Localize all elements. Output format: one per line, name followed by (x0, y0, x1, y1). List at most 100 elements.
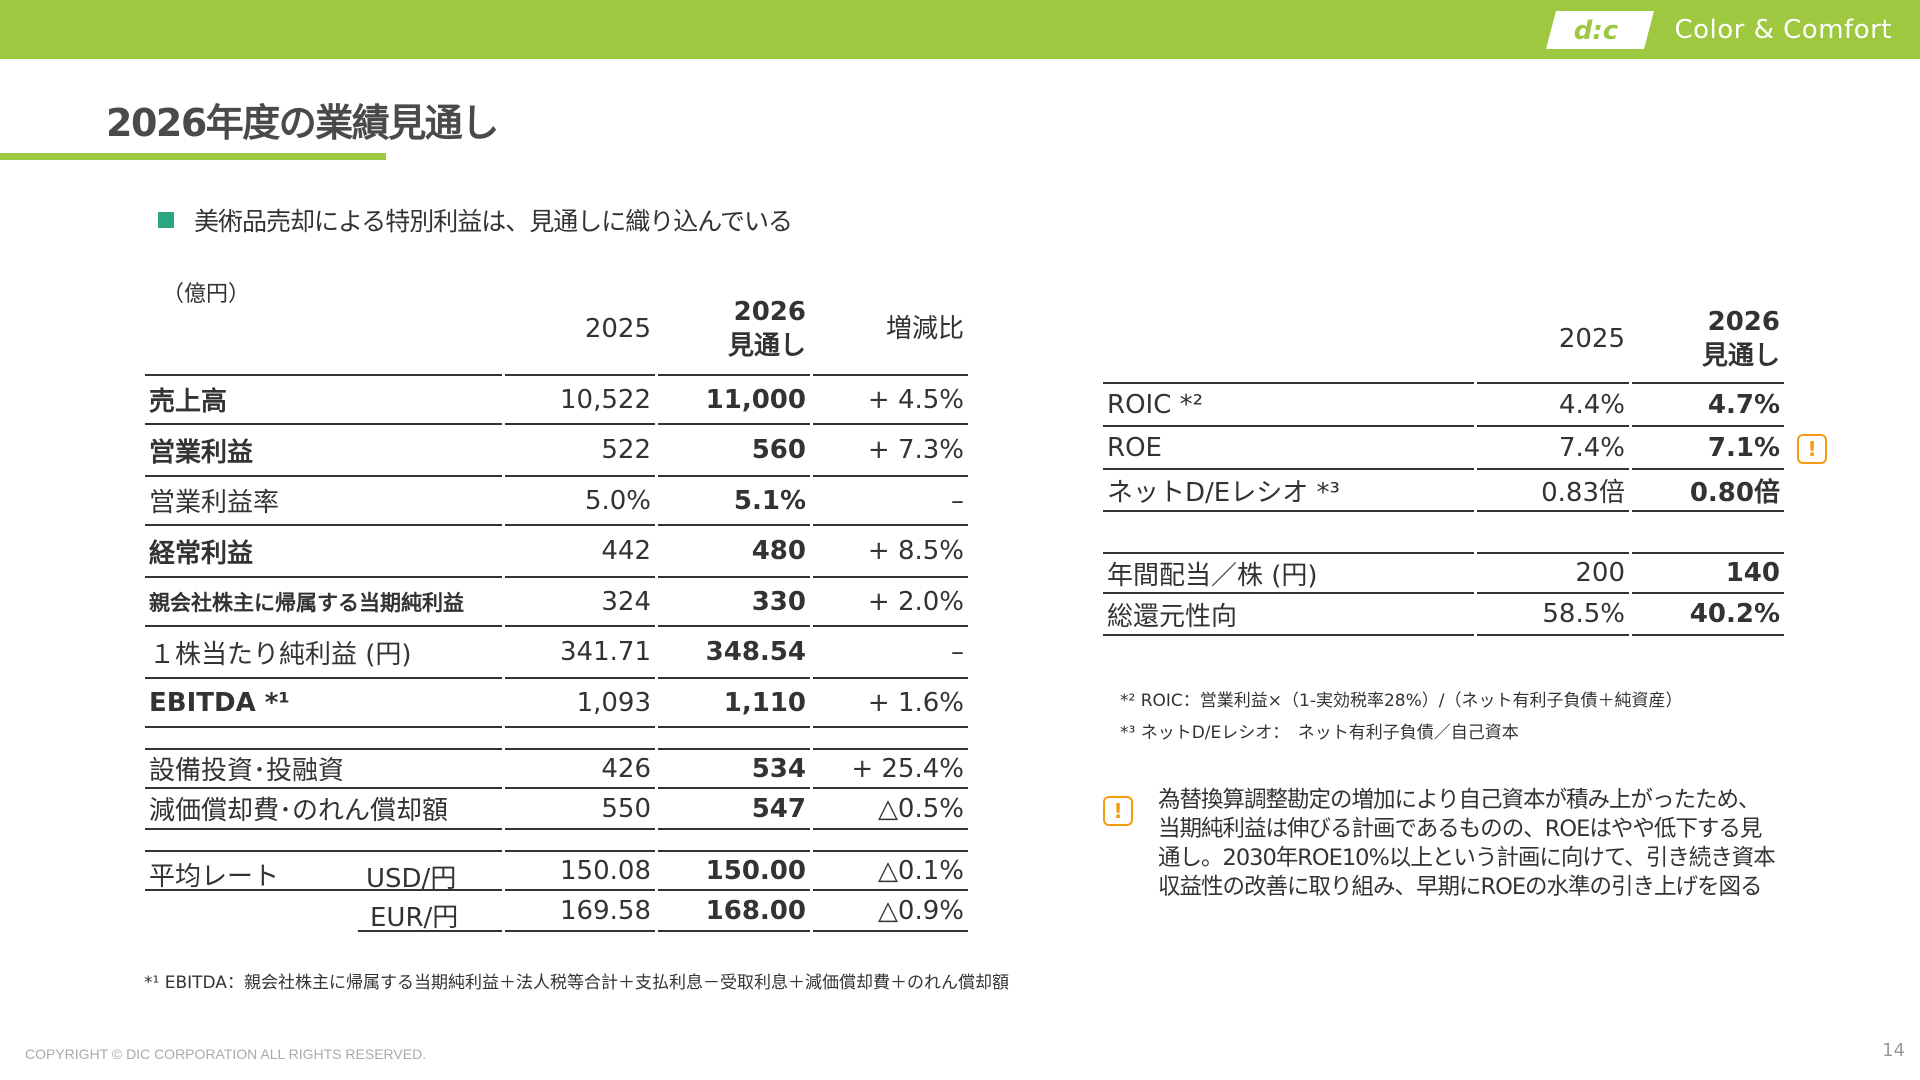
row-2026: 40.2% (1632, 594, 1784, 636)
page-title: 2026年度の業績見通し (106, 101, 499, 145)
row-2026: 11,000 (658, 374, 810, 425)
rate-currency: EUR/円 (370, 903, 459, 933)
earnings-table: 2025 2026 見通し 増減比 売上高 10,522 11,000 + 4.… (142, 284, 971, 933)
table-row: 営業利益 522 560 + 7.3% (145, 425, 968, 475)
row-change: △0.5% (813, 789, 968, 830)
row-2025: 5.0% (505, 475, 655, 526)
row-label: 総還元性向 (1103, 594, 1474, 636)
row-label: 設備投資･投融資 (145, 748, 502, 789)
header-2026: 2026 見通し (1632, 296, 1784, 382)
table-row: 減価償却費･のれん償却額 550 547 △0.5% (145, 789, 968, 830)
row-label: １株当たり純利益 (円) (149, 639, 412, 670)
table-row: 営業利益率 5.0% 5.1% – (145, 475, 968, 526)
warning-text: 為替換算調整勘定の増加により自己資本が積み上がったため、当期純利益は伸びる計画で… (1158, 787, 1776, 900)
row-2025: 550 (505, 789, 655, 830)
row-2025: 4.4% (1477, 382, 1629, 427)
bullet-point: 美術品売却による特別利益は、見通しに織り込んでいる (158, 202, 793, 238)
table-row: ネットD/Eレシオ *³ 0.83倍 0.80倍 (1103, 470, 1784, 512)
bullet-text: 美術品売却による特別利益は、見通しに織り込んでいる (194, 207, 793, 236)
row-2026: 4.7% (1632, 382, 1784, 427)
row-change: △0.1% (813, 850, 968, 891)
rate-currency: USD/円 (366, 864, 457, 894)
row-2025: 522 (601, 435, 651, 465)
page-number: 14 (1882, 1040, 1905, 1061)
header-empty (145, 284, 502, 374)
row-2025: 150.08 (505, 850, 655, 891)
table-row: 総還元性向 58.5% 40.2% (1103, 594, 1784, 636)
row-label: 親会社株主に帰属する当期純利益 (145, 576, 502, 627)
table-row: 平均レート USD/円 150.08 150.00 △0.1% (145, 850, 968, 894)
row-2026: 560 (751, 435, 806, 465)
footnote-ebitda: *¹ EBITDA：親会社株主に帰属する当期純利益＋法人税等合計＋支払利息－受取… (144, 973, 1009, 993)
table-row: １株当たり純利益 (円) 341.71 348.54 – (145, 627, 968, 677)
ratio-table: 2025 2026 見通し ROIC *² 4.4% 4.7% ROE 7.4%… (1100, 296, 1787, 636)
row-2025: 442 (601, 536, 651, 566)
note-roic: *² ROIC：営業利益×（1-実効税率28%）/（ネット有利子負債＋純資産） (1120, 691, 1683, 711)
row-label: 営業利益率 (145, 475, 502, 526)
header-2026-sub: 見通し (1701, 341, 1780, 371)
roe-warning-icon: ! (1797, 434, 1827, 464)
table-row: 設備投資･投融資 426 534 + 25.4% (145, 748, 968, 789)
row-2025: 0.83倍 (1477, 470, 1629, 512)
rate-label: 平均レート (149, 862, 280, 892)
row-label: 年間配当／株 (円) (1103, 552, 1474, 594)
row-2026: 534 (658, 748, 810, 789)
dic-logo-icon: d:c (1546, 11, 1655, 49)
row-2026: 547 (658, 789, 810, 830)
row-2026: 168.00 (658, 891, 810, 932)
warning-icon: ! (1103, 796, 1133, 826)
row-label: ROE (1103, 427, 1474, 470)
header-bar: d:c Color & Comfort (0, 0, 1920, 59)
row-label: ネットD/Eレシオ *³ (1103, 470, 1474, 512)
table-row: 親会社株主に帰属する当期純利益 324 330 + 2.0% (145, 576, 968, 627)
table-row: ROE 7.4% 7.1% (1103, 427, 1784, 470)
table-row: 経常利益 442 480 + 8.5% (145, 526, 968, 576)
header-empty (1103, 296, 1474, 382)
unit-label: （億円） (162, 282, 251, 307)
note-de-ratio: *³ ネットD/Eレシオ： ネット有利子負債／自己資本 (1120, 723, 1519, 743)
row-2025: 341.71 (560, 637, 651, 667)
table-row: 年間配当／株 (円) 200 140 (1103, 552, 1784, 594)
bullet-square-icon (158, 212, 174, 228)
header-change: 増減比 (885, 314, 964, 344)
row-2025: 7.4% (1477, 427, 1629, 470)
header-2026-year: 2026 (1707, 307, 1780, 337)
row-2026: 150.00 (658, 850, 810, 891)
copyright: COPYRIGHT © DIC CORPORATION ALL RIGHTS R… (25, 1046, 427, 1062)
row-2026: 330 (658, 576, 810, 627)
row-2026: 1,110 (658, 677, 810, 728)
header-2026: 2026 見通し (658, 284, 810, 374)
header-2026-year: 2026 (733, 297, 806, 327)
row-2025: 10,522 (505, 374, 655, 425)
row-2025: 426 (505, 748, 655, 789)
row-label: EBITDA *¹ (145, 677, 502, 728)
row-2025: 169.58 (505, 891, 655, 932)
row-2025: 324 (505, 576, 655, 627)
row-change: + 2.0% (813, 576, 968, 627)
header-2025: 2025 (584, 314, 651, 344)
brand-tagline: Color & Comfort (1674, 15, 1892, 45)
row-2025: 58.5% (1477, 594, 1629, 636)
row-2026: 480 (751, 536, 806, 566)
row-change: + 1.6% (813, 677, 968, 728)
row-2025: 200 (1477, 552, 1629, 594)
row-2026: 7.1% (1632, 427, 1784, 470)
row-label: 営業利益 (149, 437, 254, 468)
rate-cell: 平均レート USD/円 (145, 850, 502, 894)
row-label: ROIC *² (1103, 382, 1474, 427)
row-change: – (951, 637, 964, 667)
row-2025: 1,093 (505, 677, 655, 728)
row-label: 経常利益 (149, 538, 254, 569)
rate-cell: EUR/円 (145, 891, 502, 933)
row-change: – (813, 475, 968, 526)
row-label: 減価償却費･のれん償却額 (145, 789, 502, 830)
row-change: △0.9% (813, 891, 968, 932)
row-2026: 0.80倍 (1632, 470, 1784, 512)
title-underline (0, 153, 386, 160)
row-change: + 4.5% (813, 374, 968, 425)
svg-text:d:c: d:c (1574, 16, 1619, 46)
table-row: EBITDA *¹ 1,093 1,110 + 1.6% (145, 677, 968, 728)
row-change: + 7.3% (867, 435, 964, 465)
row-2026: 5.1% (658, 475, 810, 526)
row-2026: 140 (1632, 552, 1784, 594)
